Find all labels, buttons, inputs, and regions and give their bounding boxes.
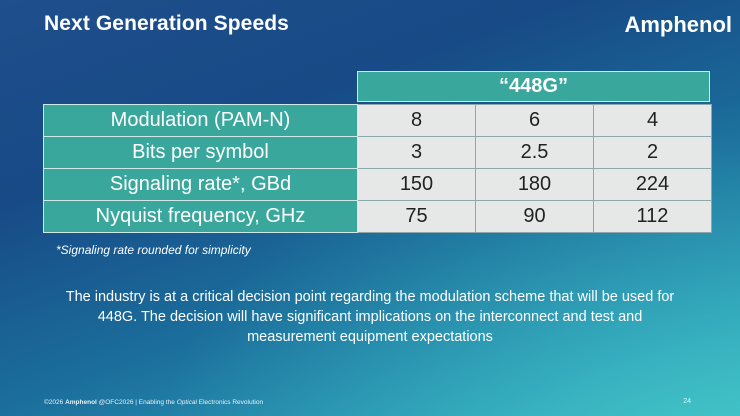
table-cell: 180 <box>475 168 594 201</box>
table-cell: 75 <box>357 200 476 233</box>
footer-event: @OFC2026 | Enabling the <box>98 399 175 406</box>
footnote: *Signaling rate rounded for simplicity <box>56 243 251 257</box>
slide-footer: ©2026 Amphenol @OFC2026 | Enabling the O… <box>44 399 263 406</box>
table-cell: 2.5 <box>475 136 594 169</box>
speeds-table: Modulation (PAM-N) 8 6 4 Bits per symbol… <box>43 104 712 233</box>
footer-company: Amphenol <box>65 399 97 406</box>
table-column-header: “448G” <box>357 71 710 102</box>
table-cell: 112 <box>593 200 712 233</box>
footer-copyright: ©2026 <box>44 399 64 406</box>
row-label: Modulation (PAM-N) <box>43 104 358 137</box>
table-row: Nyquist frequency, GHz 75 90 112 <box>43 200 712 233</box>
table-row: Bits per symbol 3 2.5 2 <box>43 136 712 169</box>
footer-tail: Electronics Revolution <box>198 399 264 406</box>
table-cell: 224 <box>593 168 712 201</box>
table-cell: 6 <box>475 104 594 137</box>
table-cell: 8 <box>357 104 476 137</box>
table-cell: 90 <box>475 200 594 233</box>
table-cell: 4 <box>593 104 712 137</box>
row-label: Signaling rate*, GBd <box>43 168 358 201</box>
footer-emphasis: Optical <box>176 399 197 406</box>
slide-title: Next Generation Speeds <box>44 12 289 35</box>
table-row: Modulation (PAM-N) 8 6 4 <box>43 104 712 137</box>
row-label: Bits per symbol <box>43 136 358 169</box>
table-cell: 3 <box>357 136 476 169</box>
table-cell: 150 <box>357 168 476 201</box>
row-label: Nyquist frequency, GHz <box>43 200 358 233</box>
table-cell: 2 <box>593 136 712 169</box>
page-number: 24 <box>683 398 691 405</box>
brand-logo: Amphenol <box>624 12 732 37</box>
table-row: Signaling rate*, GBd 150 180 224 <box>43 168 712 201</box>
body-paragraph: The industry is at a critical decision p… <box>65 289 675 345</box>
